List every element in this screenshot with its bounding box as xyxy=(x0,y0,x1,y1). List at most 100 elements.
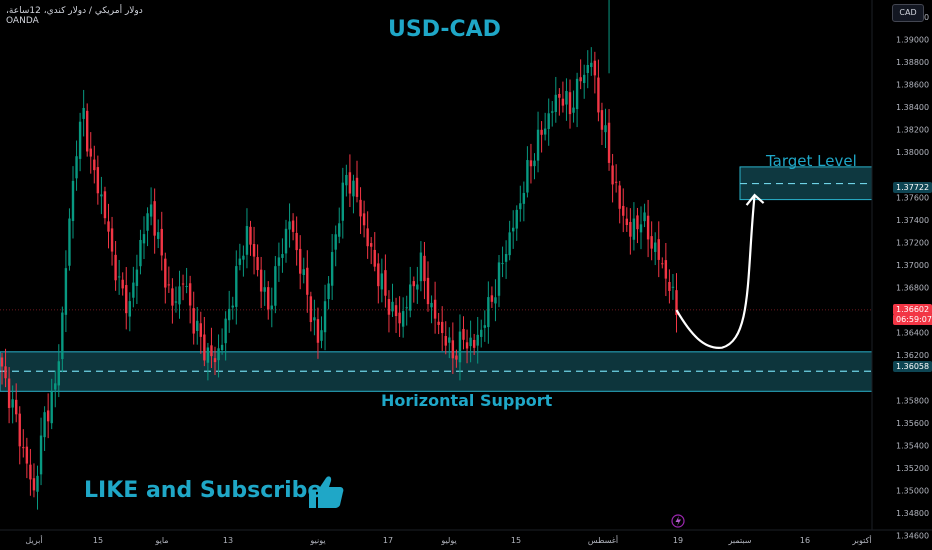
candle-body xyxy=(426,277,430,305)
candle-body xyxy=(487,297,490,328)
candle-body xyxy=(160,228,163,256)
candle-body xyxy=(188,283,192,306)
candle-body xyxy=(146,213,149,231)
candle-body xyxy=(639,224,643,233)
time-tick-label: 13 xyxy=(223,536,233,545)
candle-body xyxy=(316,319,320,343)
candle-body xyxy=(398,312,401,324)
candle-body xyxy=(558,93,561,98)
candle-body xyxy=(362,213,366,226)
candle-body xyxy=(274,266,277,306)
candle-body xyxy=(391,301,394,312)
candle-body xyxy=(330,252,334,286)
candle-body xyxy=(213,358,217,363)
candle-body xyxy=(270,305,273,310)
candle-body xyxy=(306,267,309,295)
candle-countdown: 06:59:07 xyxy=(893,314,932,325)
candle-body xyxy=(103,191,107,219)
candle-body xyxy=(614,181,618,183)
candle-body xyxy=(68,218,71,266)
candle-body xyxy=(526,160,529,193)
price-tick-label: 1.34600 xyxy=(896,532,929,541)
candle-body xyxy=(4,366,7,379)
candle-body xyxy=(242,255,245,260)
candle-body xyxy=(256,257,259,271)
candle-body xyxy=(135,269,139,286)
candle-body xyxy=(181,283,185,285)
candle-body xyxy=(341,182,344,221)
candle-body xyxy=(86,110,89,152)
price-tick-label: 1.37600 xyxy=(896,193,929,202)
candle-body xyxy=(575,78,579,110)
candle-body xyxy=(71,180,75,222)
time-tick-label: أبريل xyxy=(25,535,42,545)
candle-body xyxy=(554,94,557,112)
candle-body xyxy=(263,287,266,292)
candle-body xyxy=(540,129,543,135)
candle-body xyxy=(590,62,593,67)
candle-body xyxy=(586,65,589,73)
candle-body xyxy=(629,222,632,237)
candle-body xyxy=(185,285,188,287)
candle-body xyxy=(465,342,469,349)
candle-body xyxy=(423,255,426,282)
candles-group xyxy=(0,0,678,510)
candle-body xyxy=(370,243,373,247)
candle-body xyxy=(401,311,405,327)
candle-body xyxy=(235,266,238,307)
candle-body xyxy=(32,478,36,491)
candle-body xyxy=(462,328,465,340)
candle-body xyxy=(643,212,646,222)
candle-body xyxy=(238,258,242,265)
time-tick-label: 16 xyxy=(800,536,810,545)
currency-button[interactable]: CAD xyxy=(892,4,924,22)
candle-body xyxy=(39,435,43,475)
candle-body xyxy=(405,307,408,309)
candle-body xyxy=(75,156,78,179)
candle-body xyxy=(501,263,504,265)
candle-body xyxy=(281,254,284,258)
candle-body xyxy=(448,337,451,343)
thumbs-up-icon xyxy=(309,476,344,508)
candle-body xyxy=(149,204,153,217)
candle-body xyxy=(664,260,668,279)
candle-body xyxy=(355,177,359,197)
candle-body xyxy=(153,201,156,236)
candle-body xyxy=(387,299,391,315)
candle-body xyxy=(476,334,479,346)
price-tick-label: 1.38200 xyxy=(896,126,929,135)
candle-body xyxy=(327,283,330,300)
candle-body xyxy=(380,273,384,290)
candle-body xyxy=(497,262,501,296)
price-axis[interactable]: 1.392001.390001.388001.386001.384001.382… xyxy=(896,13,929,541)
candle-body xyxy=(579,77,582,82)
candle-body xyxy=(174,301,178,303)
candle-body xyxy=(551,111,554,113)
symbol-info: دولار أمريكي / دولار كندي، 12ساعة، OANDA xyxy=(6,6,143,26)
time-axis[interactable]: أبريل 15 مايو 13 يونيو 17 يوليو 15 أغسطس 19 سبتمبر… xyxy=(25,535,871,545)
candle-body xyxy=(661,263,664,265)
candle-body xyxy=(107,221,110,232)
candle-body xyxy=(469,337,472,347)
candle-body xyxy=(206,347,210,363)
time-tick-label: يونيو xyxy=(309,536,325,545)
candle-body xyxy=(110,228,114,252)
candle-body xyxy=(409,284,412,311)
candle-body xyxy=(64,268,68,315)
candle-body xyxy=(29,464,32,480)
candle-body xyxy=(132,282,135,298)
candle-body xyxy=(604,125,607,133)
candle-body xyxy=(472,339,476,348)
candle-body xyxy=(490,295,494,302)
price-tick-label: 1.36400 xyxy=(896,329,929,338)
candle-body xyxy=(82,107,85,119)
candle-body xyxy=(646,215,650,240)
candle-body xyxy=(15,399,18,415)
candle-body xyxy=(259,269,263,292)
candle-body xyxy=(412,281,415,287)
candle-body xyxy=(252,244,256,257)
candle-body xyxy=(178,286,181,305)
lightning-icon[interactable] xyxy=(671,514,685,528)
candle-body xyxy=(157,232,160,239)
